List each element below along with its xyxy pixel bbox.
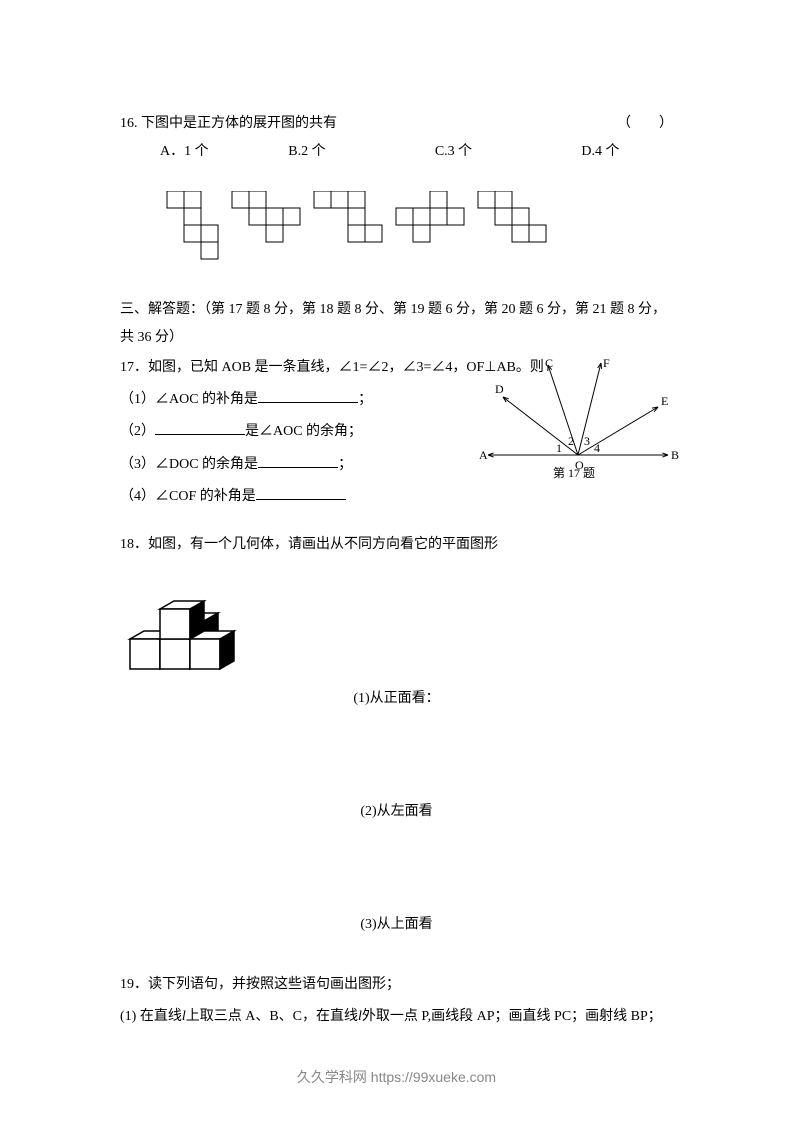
blank	[155, 420, 245, 435]
q19-part1: (1) 在直线l上取三点 A、B、C，在直线l外取一点 P,画线段 AP；画直线…	[120, 1001, 673, 1033]
svg-text:4: 4	[594, 441, 600, 455]
svg-text:第 17 题: 第 17 题	[553, 466, 595, 480]
q19-number: 19．	[120, 977, 148, 992]
q16-stem-line: 16. 下图中是正方体的展开图的共有 （ ）	[120, 110, 673, 138]
svg-text:E: E	[661, 394, 668, 408]
svg-text:C: C	[545, 357, 553, 370]
q17-angle-diagram: ABDCFEO1234第 17 题	[473, 357, 683, 487]
q16-number: 16.	[120, 116, 138, 131]
q18-figure	[120, 564, 673, 685]
q19-stem: 19．读下列语句，并按照这些语句画出图形；	[120, 969, 673, 1001]
svg-text:2: 2	[568, 434, 574, 448]
q18-number: 18．	[120, 537, 148, 552]
q16-options: A．1 个 B.2 个 C.3 个 D.4 个	[120, 138, 673, 166]
q18-view-left: (2)从左面看	[120, 798, 673, 826]
q18-cube-solid	[120, 564, 280, 674]
cube-nets-svg	[150, 191, 580, 271]
q17-block: 17．如图，已知 AOB 是一条直线，∠1=∠2，∠3=∠4，OF⊥AB。则 （…	[120, 352, 673, 513]
q19-block: 19．读下列语句，并按照这些语句画出图形； (1) 在直线l上取三点 A、B、C…	[120, 969, 673, 1033]
q17-number: 17．	[120, 360, 148, 375]
spacer	[120, 713, 673, 798]
svg-text:F: F	[603, 357, 610, 370]
q18-block: 18．如图，有一个几何体，请画出从不同方向看它的平面图形 (1)从正面看： (2…	[120, 531, 673, 939]
q18-text: 如图，有一个几何体，请画出从不同方向看它的平面图形	[148, 537, 498, 552]
q16-option-b: B.2 个	[288, 138, 435, 166]
svg-text:3: 3	[584, 434, 590, 448]
svg-text:D: D	[495, 382, 504, 396]
q16-paren: （ ）	[617, 110, 673, 138]
q16-stem: 16. 下图中是正方体的展开图的共有	[120, 110, 337, 138]
q16-option-a: A．1 个	[160, 138, 288, 166]
q16-option-d: D.4 个	[581, 138, 673, 166]
q17-figure: ABDCFEO1234第 17 题	[473, 357, 683, 498]
page-footer: 久久学科网 https://99xueke.com	[0, 1067, 793, 1087]
section3-title: 三、解答题：（第 17 题 8 分，第 18 题 8 分、第 19 题 6 分，…	[120, 296, 673, 352]
spacer	[120, 826, 673, 911]
blank	[258, 388, 358, 403]
q19-text: 读下列语句，并按照这些语句画出图形；	[148, 977, 400, 992]
blank	[256, 485, 346, 500]
q18-view-top: (3)从上面看	[120, 911, 673, 939]
q16-nets	[120, 191, 673, 271]
q18-view-front: (1)从正面看：	[120, 685, 673, 713]
q16-text: 下图中是正方体的展开图的共有	[141, 116, 337, 131]
q18-stem: 18．如图，有一个几何体，请画出从不同方向看它的平面图形	[120, 531, 673, 559]
svg-text:1: 1	[556, 441, 562, 455]
q16-option-c: C.3 个	[435, 138, 582, 166]
svg-text:B: B	[671, 448, 679, 462]
svg-text:A: A	[479, 448, 488, 462]
blank	[258, 453, 338, 468]
